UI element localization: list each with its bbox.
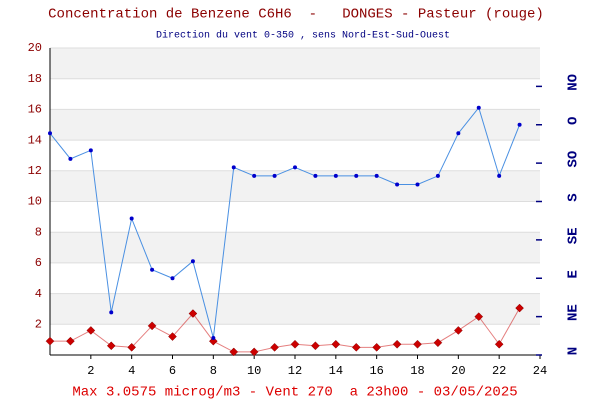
point: [190, 259, 195, 264]
y-tick-label: 2: [35, 317, 42, 331]
x-tick-label: 6: [169, 364, 176, 378]
y-tick-label: 4: [35, 287, 42, 301]
grid-band: [50, 170, 540, 202]
point: [374, 173, 379, 178]
x-tick-label: 4: [128, 364, 135, 378]
y-tick-label: 6: [35, 256, 42, 270]
y-tick-label: 18: [28, 72, 42, 86]
point: [188, 309, 198, 318]
point: [270, 342, 279, 352]
point: [86, 326, 96, 335]
x-tick-label: 8: [210, 364, 217, 378]
x-tick-label: 10: [247, 364, 261, 378]
y2-tick-label: NO: [566, 74, 582, 91]
y-tick-label: 10: [28, 195, 42, 209]
y2-tick-label: N: [566, 347, 582, 355]
point: [106, 341, 116, 351]
point: [249, 347, 259, 357]
point: [272, 173, 277, 178]
y-tick-label: 14: [28, 133, 42, 147]
x-tick-label: 22: [492, 364, 506, 378]
point: [415, 182, 420, 187]
point: [456, 131, 461, 136]
grid-band: [50, 48, 540, 79]
point: [517, 122, 522, 127]
chart-footer: Max 3.0575 microg/m3 - Vent 270 a 23h00 …: [72, 385, 517, 400]
y2-tick-label: S: [566, 193, 582, 201]
x-tick-label: 16: [369, 364, 383, 378]
point: [515, 303, 524, 313]
point: [168, 332, 177, 341]
point: [109, 310, 114, 315]
y2-tick-label: SE: [566, 227, 582, 244]
point: [66, 336, 75, 346]
chart-subtitle: Direction du vent 0-350 , sens Nord-Est-…: [156, 30, 450, 42]
point: [229, 347, 239, 357]
x-tick-label: 2: [87, 364, 94, 378]
point: [211, 335, 216, 340]
point: [127, 342, 137, 352]
point: [435, 173, 440, 178]
chart-title: Concentration de Benzene C6H6 - DONGES -…: [48, 7, 544, 23]
point: [476, 105, 481, 110]
point: [413, 339, 422, 349]
point: [433, 338, 443, 348]
point: [351, 342, 361, 352]
point: [231, 165, 236, 170]
point: [208, 336, 218, 346]
grid-band: [50, 293, 540, 325]
point: [293, 165, 297, 170]
point: [392, 339, 402, 349]
point: [474, 312, 484, 321]
point: [88, 148, 93, 153]
y-tick-label: 16: [28, 103, 42, 117]
point: [453, 326, 463, 335]
point: [45, 336, 55, 346]
point: [313, 173, 318, 178]
point: [497, 173, 502, 178]
point: [147, 321, 157, 331]
point: [395, 182, 400, 187]
x-tick-label: 14: [329, 364, 343, 378]
y2-tick-label: SO: [566, 151, 582, 168]
point: [311, 341, 320, 351]
y-tick-label: 8: [35, 225, 42, 239]
y-tick-label: 12: [28, 164, 42, 178]
point: [68, 156, 73, 161]
y2-tick-label: O: [566, 117, 582, 125]
point: [354, 173, 359, 178]
point: [150, 267, 155, 272]
point: [48, 131, 52, 136]
point: [129, 216, 134, 221]
y2-tick-label: NE: [566, 304, 582, 321]
point: [333, 173, 338, 178]
point: [331, 339, 341, 349]
x-tick-label: 24: [533, 364, 547, 378]
point: [252, 173, 257, 178]
point: [170, 276, 175, 281]
point: [290, 339, 300, 349]
x-tick-label: 12: [288, 364, 302, 378]
x-tick-label: 20: [451, 364, 465, 378]
point: [494, 339, 504, 349]
grid-band: [50, 232, 540, 263]
y-tick-label: 20: [28, 41, 42, 55]
series-line: [49, 106, 521, 339]
grid-band: [50, 109, 540, 141]
y2-tick-label: E: [566, 270, 582, 278]
x-tick-label: 18: [410, 364, 424, 378]
point: [372, 342, 382, 352]
